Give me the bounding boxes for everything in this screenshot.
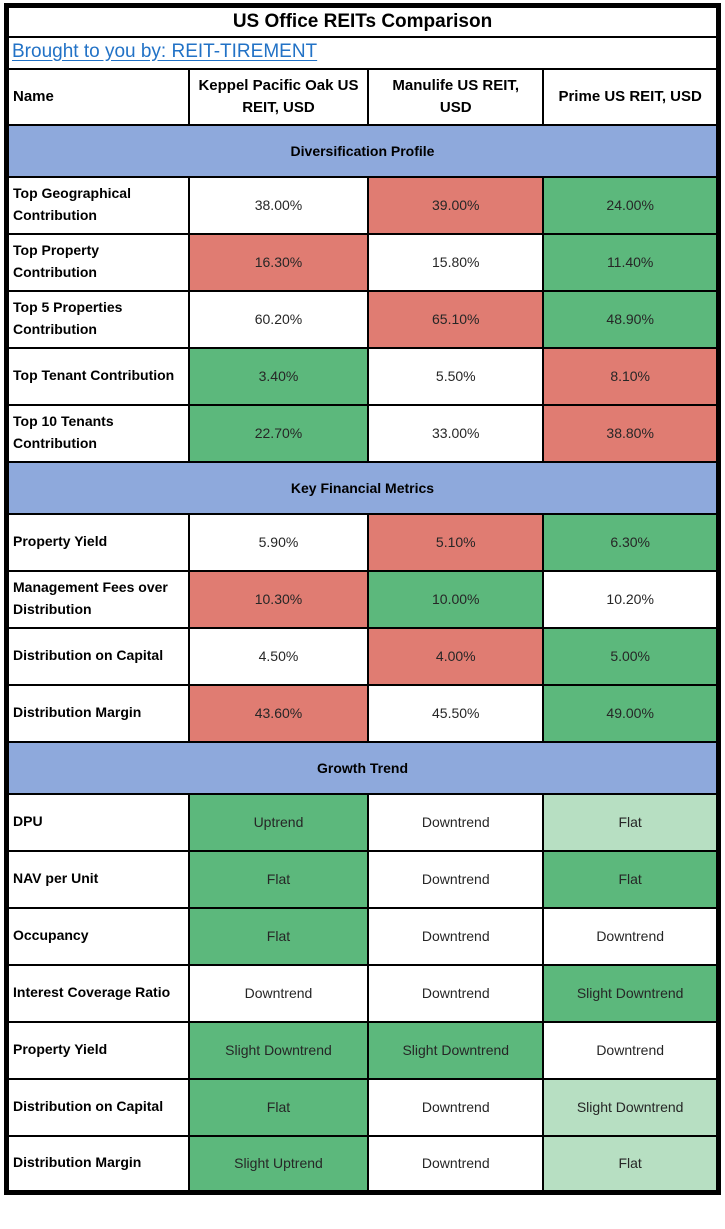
metric-label: Distribution on Capital — [5, 626, 190, 686]
column-header-row: Name Keppel Pacific Oak US REIT, USD Man… — [5, 67, 720, 126]
metric-value-cell: Downtrend — [367, 906, 545, 966]
metric-value-cell: 15.80% — [367, 232, 545, 292]
section-row-diversification-profile: Diversification Profile — [5, 123, 720, 178]
metric-label: Interest Coverage Ratio — [5, 963, 190, 1023]
metric-value-cell: 5.50% — [367, 346, 545, 406]
metric-label: Distribution Margin — [5, 1134, 190, 1194]
section-header-key-financial-metrics: Key Financial Metrics — [5, 460, 720, 515]
table-row-top-property-contribution: Top Property Contribution 16.30% 15.80% 11.… — [5, 232, 720, 292]
metric-label: NAV per Unit — [5, 849, 190, 909]
metric-value-cell: Downtrend — [542, 906, 720, 966]
metric-value-cell: 3.40% — [187, 346, 370, 406]
table-row-top-geographical-contribution: Top Geographical Contribution 38.00% 39.00… — [5, 175, 720, 235]
metric-value-cell: 33.00% — [367, 403, 545, 463]
metric-value-cell: 38.80% — [542, 403, 720, 463]
table-row-dpu: DPU Uptrend Downtrend Flat — [5, 792, 720, 852]
metric-value-cell: 10.20% — [542, 569, 720, 629]
metric-value-cell: 11.40% — [542, 232, 720, 292]
table-row-top-10-tenants-contribution: Top 10 Tenants Contribution 22.70% 33.00% 3… — [5, 403, 720, 463]
metric-value-cell: 5.10% — [367, 512, 545, 572]
column-header-prime: Prime US REIT, USD — [542, 67, 720, 126]
column-header-manulife: Manulife US REIT, USD — [367, 67, 545, 126]
metric-value-cell: 4.50% — [187, 626, 370, 686]
table-row-management-fees-over-distribution: Management Fees over Distribution 10.30% 1… — [5, 569, 720, 629]
metric-value-cell: Downtrend — [367, 963, 545, 1023]
table-row-top-tenant-contribution: Top Tenant Contribution 3.40% 5.50% 8.10% — [5, 346, 720, 406]
metric-value-cell: Slight Uptrend — [187, 1134, 370, 1194]
table-row-nav-per-unit: NAV per Unit Flat Downtrend Flat — [5, 849, 720, 909]
metric-value-cell: 4.00% — [367, 626, 545, 686]
table-row-distribution-on-capital: Distribution on Capital Flat Downtrend Slig… — [5, 1077, 720, 1137]
column-header-keppel-pacific-oak: Keppel Pacific Oak US REIT, USD — [187, 67, 370, 126]
metric-value-cell: Uptrend — [187, 792, 370, 852]
metric-value-cell: Slight Downtrend — [542, 963, 720, 1023]
page-title: US Office REITs Comparison — [5, 4, 720, 38]
metric-value-cell: 5.00% — [542, 626, 720, 686]
metric-value-cell: 39.00% — [367, 175, 545, 235]
metric-value-cell: 10.30% — [187, 569, 370, 629]
metric-label: Occupancy — [5, 906, 190, 966]
metric-label: Top 10 Tenants Contribution — [5, 403, 190, 463]
metric-label: Top Property Contribution — [5, 232, 190, 292]
metric-value-cell: 45.50% — [367, 683, 545, 743]
section-header-growth-trend: Growth Trend — [5, 740, 720, 795]
metric-label: Top Geographical Contribution — [5, 175, 190, 235]
table-row-distribution-margin: Distribution Margin 43.60% 45.50% 49.00% — [5, 683, 720, 743]
title-row: US Office REITs Comparison — [5, 4, 720, 38]
metric-value-cell: 22.70% — [187, 403, 370, 463]
metric-label: Property Yield — [5, 512, 190, 572]
metric-value-cell: 38.00% — [187, 175, 370, 235]
metric-value-cell: Slight Downtrend — [542, 1077, 720, 1137]
metric-value-cell: Downtrend — [542, 1020, 720, 1080]
table-row-distribution-margin: Distribution Margin Slight Uptrend Downtre… — [5, 1134, 720, 1194]
metric-value-cell: Flat — [187, 1077, 370, 1137]
metric-label: Distribution Margin — [5, 683, 190, 743]
metric-value-cell: 24.00% — [542, 175, 720, 235]
metric-label: Property Yield — [5, 1020, 190, 1080]
reit-comparison-table: US Office REITs Comparison Brought to yo… — [4, 3, 721, 1195]
metric-value-cell: Downtrend — [367, 792, 545, 852]
section-row-growth-trend: Growth Trend — [5, 740, 720, 795]
metric-value-cell: Flat — [187, 849, 370, 909]
metric-value-cell: 6.30% — [542, 512, 720, 572]
metric-value-cell: 5.90% — [187, 512, 370, 572]
metric-value-cell: 60.20% — [187, 289, 370, 349]
metric-value-cell: Downtrend — [367, 1077, 545, 1137]
metric-value-cell: Slight Downtrend — [187, 1020, 370, 1080]
metric-label: Distribution on Capital — [5, 1077, 190, 1137]
metric-value-cell: Flat — [187, 906, 370, 966]
metric-value-cell: Downtrend — [367, 849, 545, 909]
table-row-top-5-properties-contribution: Top 5 Properties Contribution 60.20% 65.10… — [5, 289, 720, 349]
metric-value-cell: Downtrend — [367, 1134, 545, 1194]
metric-label: Management Fees over Distribution — [5, 569, 190, 629]
metric-value-cell: Flat — [542, 849, 720, 909]
section-row-key-financial-metrics: Key Financial Metrics — [5, 460, 720, 515]
metric-label: Top 5 Properties Contribution — [5, 289, 190, 349]
metric-label: Top Tenant Contribution — [5, 346, 190, 406]
metric-value-cell: 8.10% — [542, 346, 720, 406]
table-row-property-yield: Property Yield 5.90% 5.10% 6.30% — [5, 512, 720, 572]
metric-label: DPU — [5, 792, 190, 852]
metric-value-cell: Flat — [542, 1134, 720, 1194]
metric-value-cell: 48.90% — [542, 289, 720, 349]
metric-value-cell: Flat — [542, 792, 720, 852]
metric-value-cell: 16.30% — [187, 232, 370, 292]
table-row-distribution-on-capital: Distribution on Capital 4.50% 4.00% 5.00% — [5, 626, 720, 686]
metric-value-cell: 65.10% — [367, 289, 545, 349]
column-header-name: Name — [5, 67, 190, 126]
table-body: Diversification Profile Top Geographical … — [5, 123, 720, 1194]
section-header-diversification-profile: Diversification Profile — [5, 123, 720, 178]
metric-value-cell: Downtrend — [187, 963, 370, 1023]
metric-value-cell: 10.00% — [367, 569, 545, 629]
table-row-occupancy: Occupancy Flat Downtrend Downtrend — [5, 906, 720, 966]
attribution-row: Brought to you by: REIT-TIREMENT — [5, 35, 720, 70]
metric-value-cell: 49.00% — [542, 683, 720, 743]
metric-value-cell: 43.60% — [187, 683, 370, 743]
table-row-interest-coverage-ratio: Interest Coverage Ratio Downtrend Downtren… — [5, 963, 720, 1023]
table-row-property-yield: Property Yield Slight Downtrend Slight Dow… — [5, 1020, 720, 1080]
attribution-link[interactable]: Brought to you by: REIT-TIREMENT — [12, 40, 318, 62]
metric-value-cell: Slight Downtrend — [367, 1020, 545, 1080]
